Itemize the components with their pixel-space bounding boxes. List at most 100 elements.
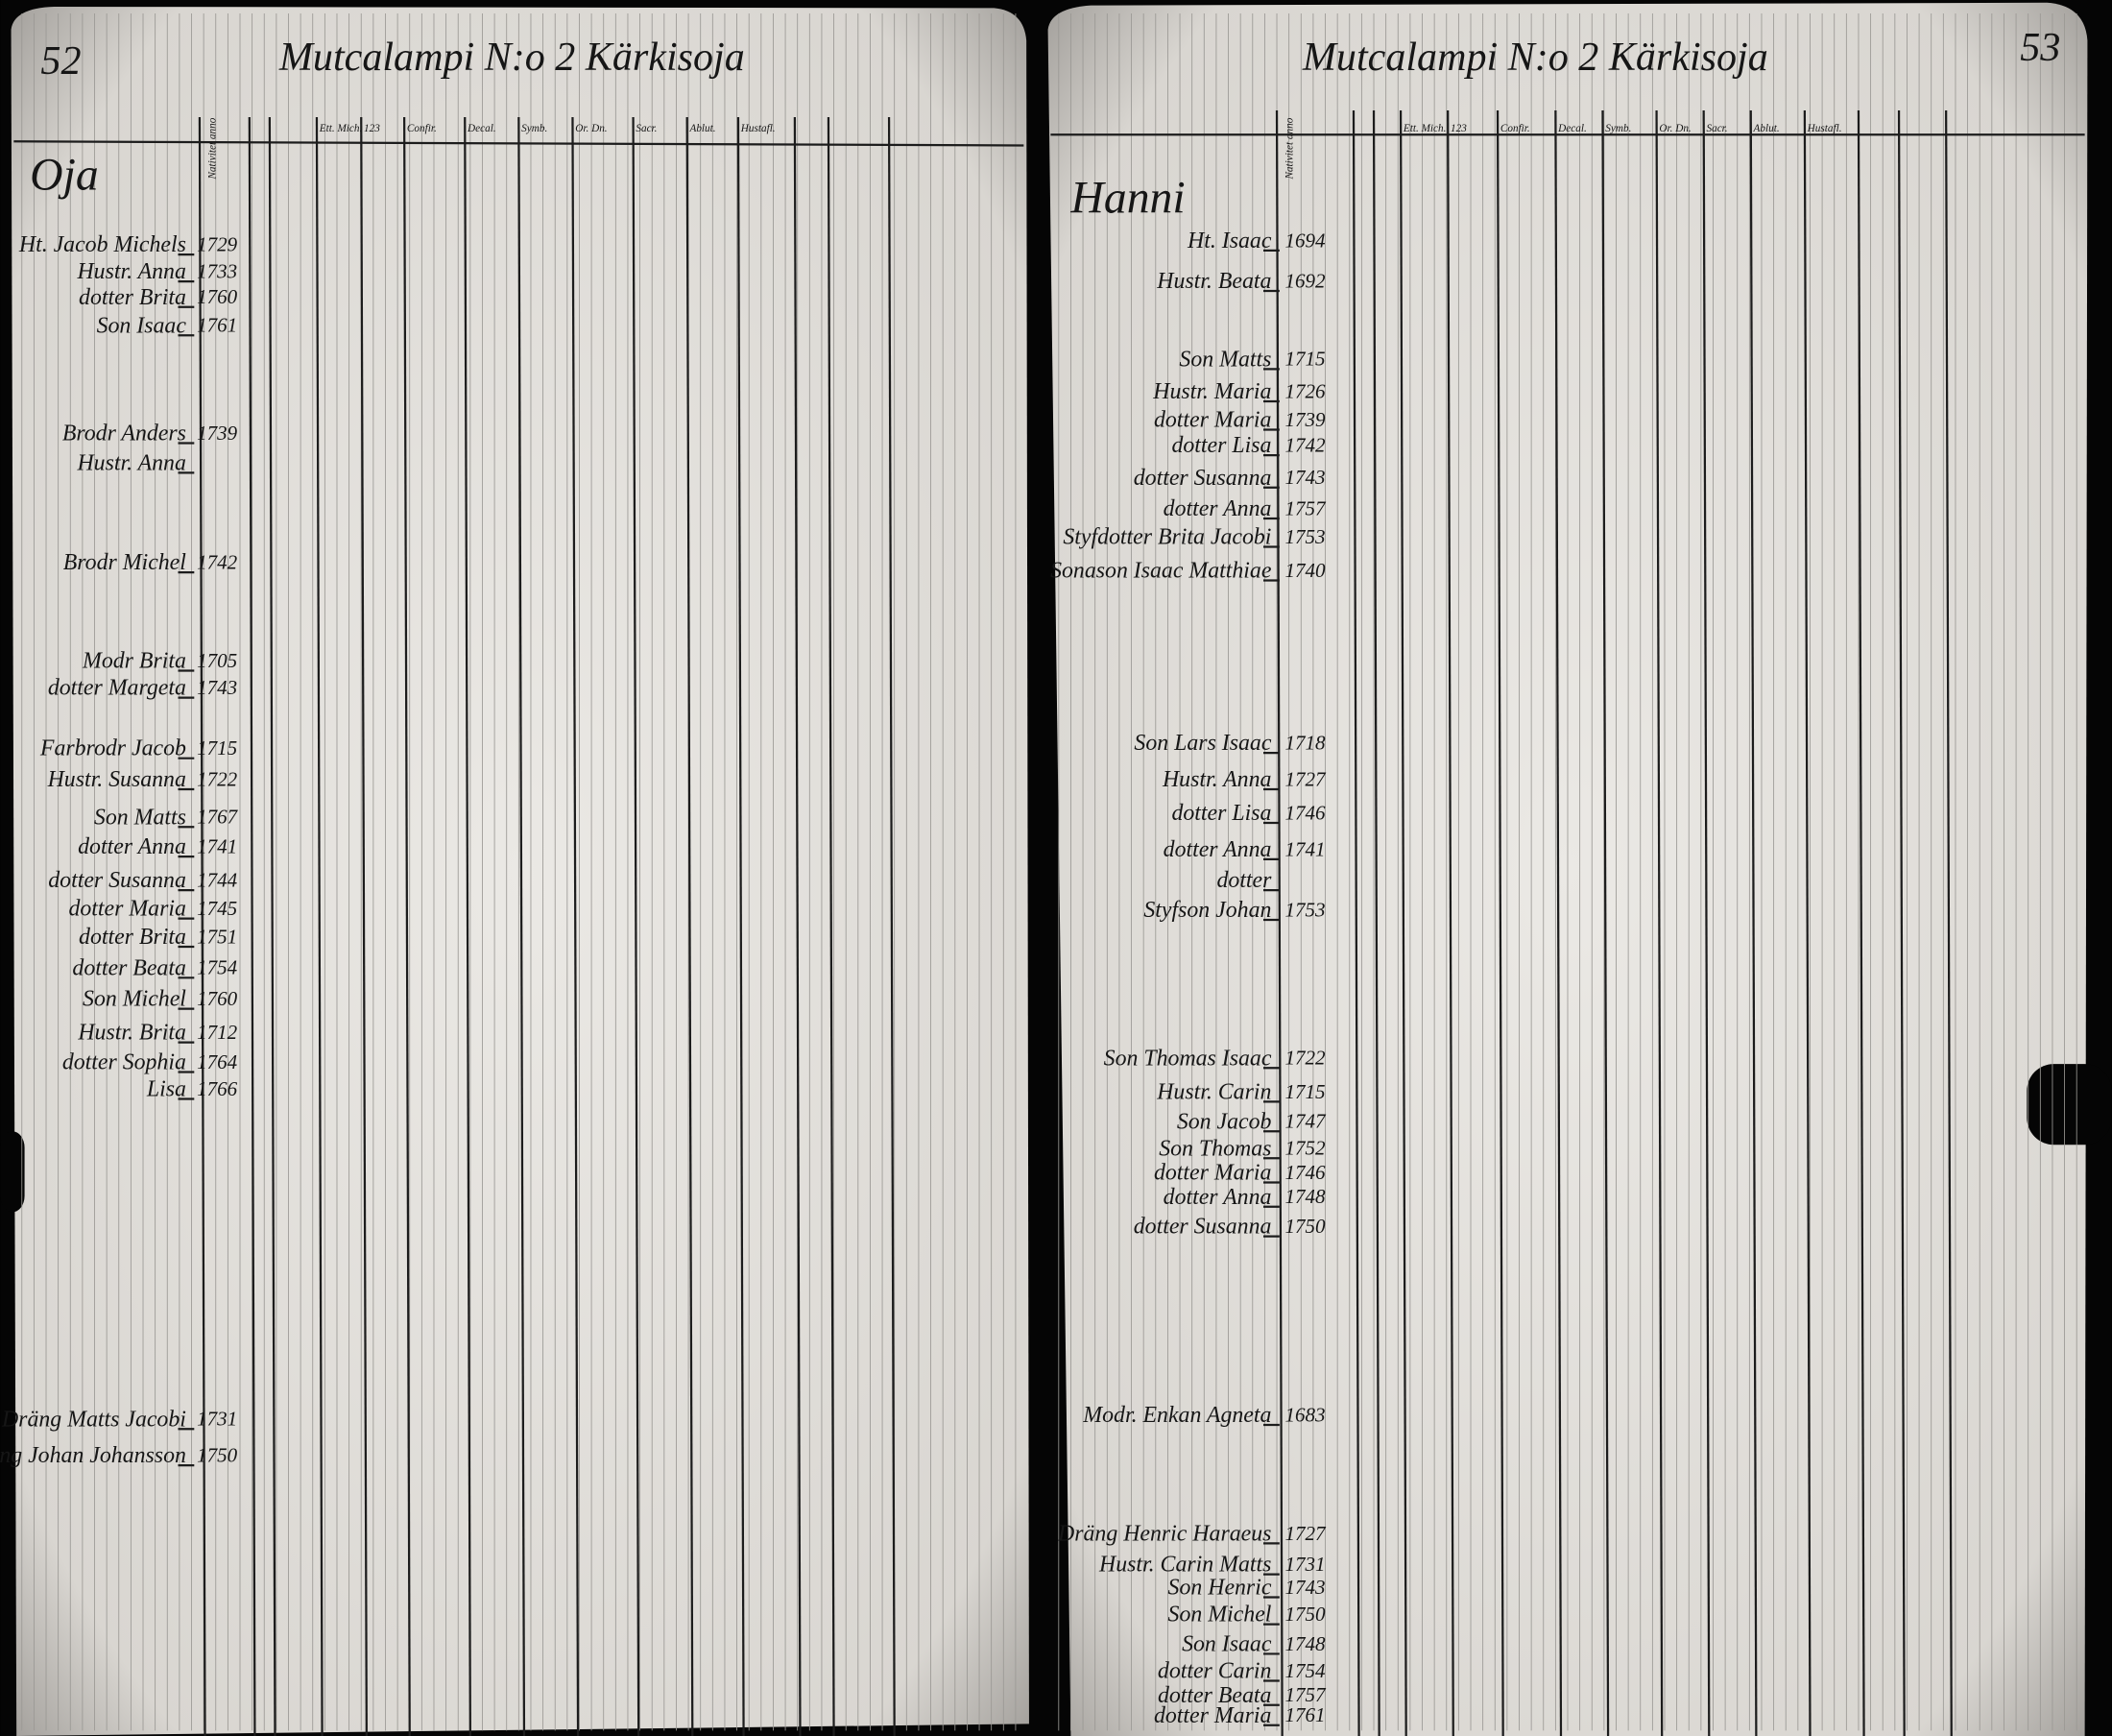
birth-year: 1761 xyxy=(197,314,237,337)
farm-name: Hanni xyxy=(1069,173,1185,223)
column-header: Ablut. xyxy=(688,123,715,134)
birth-year: 1727 xyxy=(1284,767,1327,790)
person-name: Son Jacob xyxy=(1177,1109,1272,1134)
column-header: Nativitet anno xyxy=(1284,117,1296,180)
person-name: dotter Maria xyxy=(1154,1703,1272,1728)
birth-year: 1757 xyxy=(1284,1683,1327,1706)
column-rule xyxy=(1803,110,1812,1736)
birth-year: 1743 xyxy=(1284,466,1325,489)
person-name: Son Matts xyxy=(1179,347,1271,372)
page-title: Mutcalampi N:o 2 Kärkisoja xyxy=(1302,36,1768,80)
person-name: Dräng Henric Haraeus xyxy=(1057,1521,1271,1546)
column-rule xyxy=(827,117,835,1736)
birth-year: 1751 xyxy=(197,925,237,948)
column-rule xyxy=(1352,110,1360,1736)
column-header: Ett. Mich. xyxy=(319,123,363,134)
person-name: Ht. Jacob Michels xyxy=(18,232,186,257)
column-rule xyxy=(198,117,206,1736)
birth-year: 1715 xyxy=(197,736,237,760)
column-header: Decal. xyxy=(1557,123,1587,134)
person-name: dotter Anna xyxy=(1164,496,1272,521)
person-name: Dräng Johan Johansson xyxy=(0,1443,186,1468)
column-rule xyxy=(571,117,580,1736)
person-name: Styfdotter Brita Jacobi xyxy=(1063,525,1271,550)
person-name: Hustr. Carin xyxy=(1156,1079,1271,1104)
birth-year: 1757 xyxy=(1284,496,1327,519)
column-rule xyxy=(248,117,256,1736)
person-name: dotter Anna xyxy=(1164,837,1272,862)
column-header: Sacr. xyxy=(1706,123,1727,134)
column-rule xyxy=(632,117,640,1736)
person-name: Hustr. Brita xyxy=(77,1021,186,1046)
person-name: Brodr Michel xyxy=(63,550,187,575)
column-rule xyxy=(1447,110,1454,1736)
birth-year: 1683 xyxy=(1284,1403,1325,1426)
birth-year: 1761 xyxy=(1284,1703,1325,1726)
person-name: dotter Beata xyxy=(1158,1683,1272,1708)
page-number: 52 xyxy=(40,39,81,84)
birth-year: 1760 xyxy=(197,987,238,1010)
birth-year: 1764 xyxy=(197,1050,238,1073)
column-rule xyxy=(1554,110,1563,1736)
person-name: Son Matts xyxy=(94,805,186,830)
column-rule xyxy=(1897,110,1906,1736)
person-name: Hustr. Susanna xyxy=(47,767,186,792)
person-name: Hustr. Anna xyxy=(76,259,186,284)
person-name: Styfson Johan xyxy=(1143,898,1271,923)
birth-year: 1727 xyxy=(1284,1522,1327,1545)
column-header: 123 xyxy=(364,123,380,134)
birth-year: 1731 xyxy=(197,1408,237,1431)
column-header: Confir. xyxy=(1500,123,1530,134)
person-name: Son Lars Isaac xyxy=(1134,731,1271,756)
person-name: dotter Carin xyxy=(1158,1659,1272,1684)
birth-year: 1766 xyxy=(197,1077,238,1100)
column-rule xyxy=(887,117,896,1736)
column-header: Symb. xyxy=(1605,123,1631,134)
column-header: 123 xyxy=(1451,123,1467,134)
person-name: dotter Sophia xyxy=(62,1050,186,1075)
column-header: Symb. xyxy=(521,123,547,134)
birth-year: 1750 xyxy=(1284,1603,1326,1626)
birth-year: 1754 xyxy=(197,956,238,979)
column-rule xyxy=(1275,110,1284,1736)
page-title: Mutcalampi N:o 2 Kärkisoja xyxy=(278,36,745,80)
farm-name: Oja xyxy=(30,150,99,200)
binding-hole xyxy=(2027,1064,2112,1145)
birth-year: 1715 xyxy=(1284,348,1325,371)
birth-year: 1748 xyxy=(1284,1632,1326,1655)
person-name: dotter Susanna xyxy=(1134,466,1272,491)
birth-year: 1694 xyxy=(1284,229,1326,252)
person-name: Hustr. Maria xyxy=(1152,379,1271,404)
person-name: dotter Brita xyxy=(79,285,186,310)
column-header: Decal. xyxy=(467,123,496,134)
birth-year: 1705 xyxy=(197,649,237,672)
birth-year: 1731 xyxy=(1284,1553,1325,1576)
birth-year: 1745 xyxy=(197,897,237,920)
person-name: dotter xyxy=(1217,868,1273,893)
person-name: dotter Susanna xyxy=(1134,1215,1272,1240)
birth-year: 1753 xyxy=(1284,525,1325,548)
person-name: Hustr. Beata xyxy=(1156,269,1271,294)
birth-year: 1748 xyxy=(1284,1185,1326,1208)
left-page-content: 52 Mutcalampi N:o 2 Kärkisoja Oja Nativitet… xyxy=(0,13,1024,1736)
birth-year: 1729 xyxy=(197,233,238,256)
person-name: Modr Brita xyxy=(82,649,186,674)
column-header: Ett. Mich. xyxy=(1403,123,1447,134)
birth-year: 1718 xyxy=(1284,731,1326,754)
birth-year: 1742 xyxy=(1284,434,1326,457)
column-header: Nativitet anno xyxy=(207,117,219,180)
column-rule xyxy=(1749,110,1758,1736)
birth-year: 1742 xyxy=(197,551,238,574)
column-rule xyxy=(1857,110,1865,1736)
column-rule xyxy=(517,117,526,1736)
birth-year: 1741 xyxy=(1284,837,1325,860)
column-rule xyxy=(268,117,276,1736)
birth-year: 1752 xyxy=(1284,1137,1326,1160)
person-name: dotter Brita xyxy=(79,925,186,950)
column-rule xyxy=(360,117,368,1736)
birth-year: 1726 xyxy=(1284,379,1326,402)
column-header: Or. Dn. xyxy=(1659,123,1691,134)
person-name: Hustr. Carin Matts xyxy=(1098,1553,1271,1578)
column-rule xyxy=(1496,110,1504,1736)
